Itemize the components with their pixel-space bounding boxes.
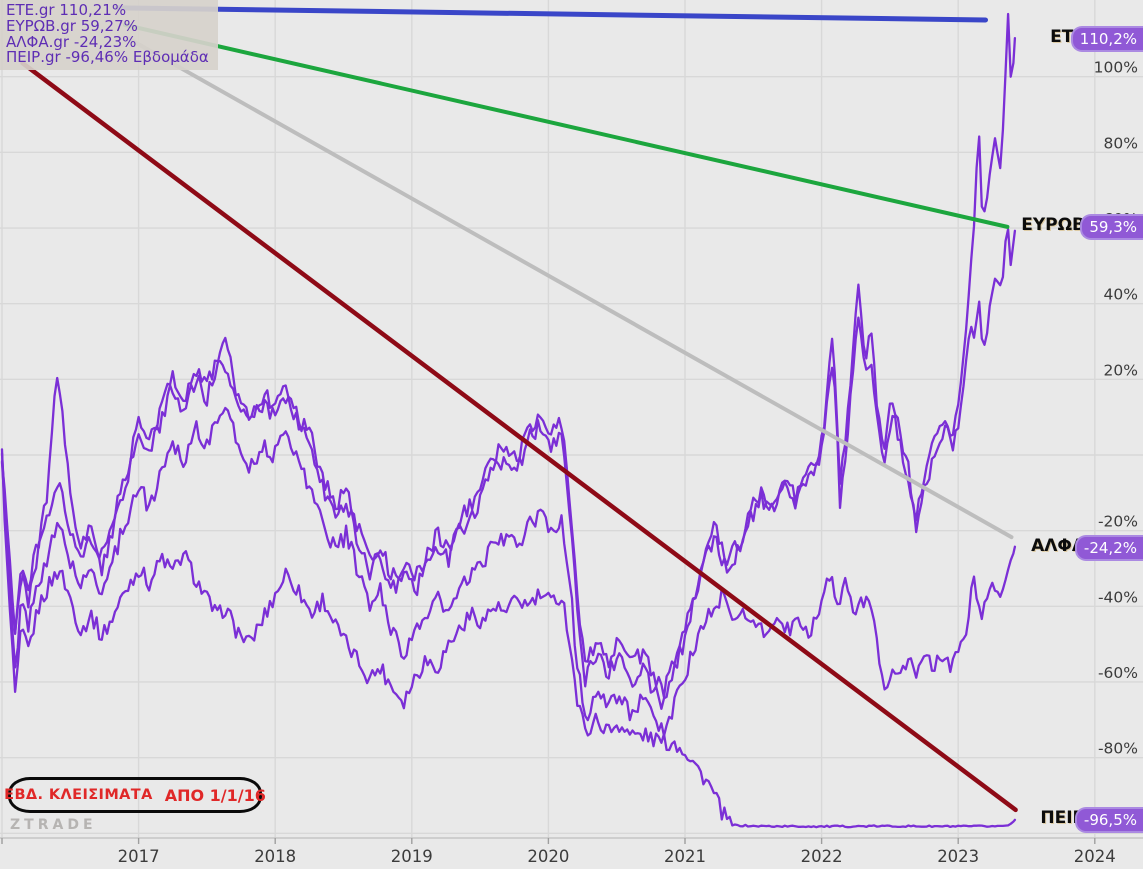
legend-item-eurob: ΕΥΡΩΒ.gr 59,27% bbox=[6, 16, 209, 35]
y-axis-tick-label: -40% bbox=[1098, 588, 1138, 606]
gray-trendline bbox=[125, 36, 1014, 540]
legend-symbol: ΠΕΙΡ.gr bbox=[6, 48, 61, 67]
x-axis-year-label: 2017 bbox=[118, 847, 160, 866]
y-axis-tick-label: -60% bbox=[1098, 664, 1138, 682]
price-badge-ete: 110,2% bbox=[1070, 26, 1143, 52]
blue-trendline bbox=[114, 5, 989, 23]
y-axis-tick-label: -20% bbox=[1098, 513, 1138, 531]
y-axis-tick-label: 80% bbox=[1104, 134, 1138, 152]
legend-change: 110,21% bbox=[59, 1, 127, 19]
legend-timeframe: Εβδομάδα bbox=[132, 48, 209, 67]
legend-item-ete: ETE.gr 110,21% bbox=[6, 1, 209, 19]
y-axis-tick-label: 40% bbox=[1104, 286, 1138, 304]
legend-symbol: ΕΥΡΩΒ.gr bbox=[6, 16, 76, 35]
x-axis-year-label: 2022 bbox=[801, 847, 843, 866]
ztrade-watermark: ZTRADE bbox=[10, 817, 97, 833]
x-axis-year-label: 2023 bbox=[937, 847, 979, 866]
legend-symbol: ΑΛΦΑ.gr bbox=[6, 32, 70, 51]
y-axis-tick-label: 100% bbox=[1094, 59, 1138, 77]
instrument-label-ete: ETE bbox=[1050, 27, 1085, 47]
instrument-label-eurob: ΕΥΡΩΒ bbox=[1021, 215, 1085, 235]
price-badge-alpha: -24,2% bbox=[1074, 535, 1143, 561]
x-axis-year-label: 2021 bbox=[664, 847, 706, 866]
price-series-ETE.gr bbox=[0, 12, 1017, 699]
y-axis-tick-label: -80% bbox=[1098, 740, 1138, 758]
price-badge-peir: -96,5% bbox=[1074, 807, 1143, 833]
legend-item-peir: ΠΕΙΡ.gr -96,46% Εβδομάδα bbox=[6, 48, 209, 67]
legend: ETE.gr 110,21% ΕΥΡΩΒ.gr 59,27% ΑΛΦΑ.gr -… bbox=[0, 0, 218, 71]
darkred-trendline bbox=[20, 60, 1018, 813]
green-trendline bbox=[122, 22, 1010, 229]
instrument-label-peir: ΠΕΙΡ bbox=[1040, 808, 1085, 828]
annotation-text: ΕΒΔ. ΚΛΕΙΣΙΜΑΤΑ bbox=[4, 787, 153, 803]
x-axis-year-label: 2024 bbox=[1074, 847, 1116, 866]
price-series-ΠΕΙΡ.gr bbox=[0, 448, 1017, 829]
x-axis-year-label: 2020 bbox=[527, 847, 569, 866]
price-series-ΑΛΦΑ.gr bbox=[0, 406, 1017, 737]
legend-change: -24,23% bbox=[73, 32, 137, 51]
x-axis-year-label: 2018 bbox=[254, 847, 296, 866]
legend-symbol: ETE.gr bbox=[6, 1, 55, 19]
annotation-oval: ΕΒΔ. ΚΛΕΙΣΙΜΑΤΑ ΑΠΟ 1/1/16 bbox=[4, 777, 266, 813]
x-axis-year-label: 2019 bbox=[391, 847, 433, 866]
legend-item-alpha: ΑΛΦΑ.gr -24,23% bbox=[6, 32, 209, 51]
legend-change: -96,46% bbox=[65, 48, 129, 67]
legend-change: 59,27% bbox=[80, 16, 138, 35]
annotation-date: ΑΠΟ 1/1/16 bbox=[164, 785, 266, 805]
price-badge-eurob: 59,3% bbox=[1080, 214, 1143, 240]
y-axis-tick-label: 20% bbox=[1104, 361, 1138, 379]
instrument-label-alpha: ΑΛΦΑ bbox=[1031, 536, 1085, 556]
